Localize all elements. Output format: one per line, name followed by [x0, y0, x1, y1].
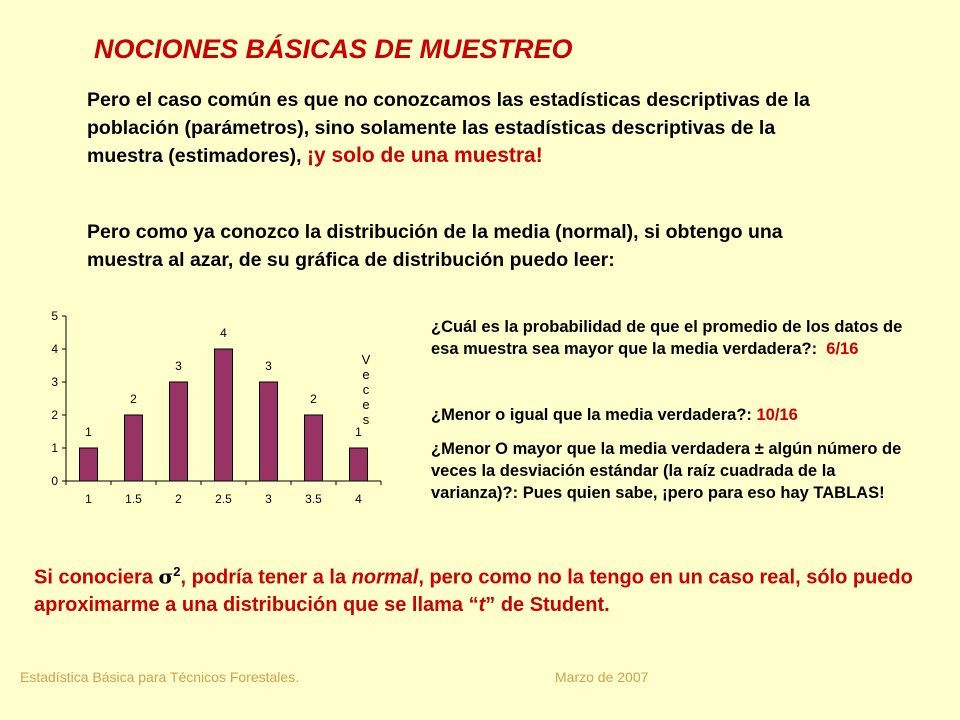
- y-tick-label: 5: [51, 309, 58, 323]
- tablas-word: TABLAS: [813, 484, 880, 502]
- answer-less-equal: 10/16: [756, 406, 798, 424]
- chart-data-labels: 1 2 3 4 3 2 1: [85, 326, 362, 439]
- question-less-equal-text: ¿Menor o igual que la media verdadera?:: [431, 406, 752, 424]
- question-greater: ¿Cuál es la probabilidad de que el prome…: [431, 316, 921, 360]
- chart-bars: [79, 348, 368, 482]
- x-tick-label: 3: [265, 492, 272, 506]
- bar-1.5: [124, 414, 143, 482]
- y-tick-label: 4: [51, 342, 58, 356]
- student-t-paragraph: Si conociera σ2, podría tener a la norma…: [34, 558, 914, 619]
- data-label: 2: [130, 392, 137, 406]
- normal-word: normal: [351, 566, 419, 589]
- x-tick-label: 2: [175, 492, 182, 506]
- footer-date: Marzo de 2007: [555, 669, 649, 685]
- y-tick-label: 3: [51, 375, 58, 389]
- data-label: 3: [265, 359, 272, 373]
- intro-paragraph: Pero el caso común es que no conozcamos …: [87, 86, 847, 170]
- y-tick-label: 1: [51, 441, 58, 455]
- data-label: 3: [175, 359, 182, 373]
- student-text-2: , podría tener a la: [180, 566, 352, 589]
- y-tick-label: 0: [51, 474, 58, 488]
- student-text-3: , pero como no la tengo en un caso real,…: [34, 566, 913, 616]
- slide-title: NOCIONES BÁSICAS DE MUESTREO: [94, 34, 573, 64]
- question-std-dev-text: ¿Menor O mayor que la media verdadera ± …: [431, 440, 902, 502]
- bar-1: [79, 447, 98, 482]
- student-text-1: Si conociera: [34, 566, 159, 589]
- x-tick-label: 1.5: [125, 492, 142, 506]
- bar-2: [169, 381, 188, 482]
- bar-2.5: [214, 348, 233, 482]
- question-greater-text: ¿Cuál es la probabilidad de que el prome…: [431, 318, 903, 358]
- bar-3.5: [304, 414, 323, 482]
- intro-text: Pero el caso común es que no conozcamos …: [87, 89, 810, 167]
- data-label: 2: [310, 392, 317, 406]
- bar-3: [259, 381, 278, 482]
- chart-tick-labels: 0 1 2 3 4 5 1 1.5 2 2.5 3 3.5 4: [51, 309, 362, 506]
- x-tick-label: 4: [355, 492, 362, 506]
- data-label: 1: [85, 425, 92, 439]
- footer-course: Estadística Básica para Técnicos Foresta…: [20, 669, 300, 685]
- t-letter: t: [478, 593, 486, 616]
- intro-emphasis: ¡y solo de una muestra!: [307, 144, 543, 167]
- y-tick-label: 2: [51, 408, 58, 422]
- data-label: 1: [355, 425, 362, 439]
- sigma-symbol: σ: [158, 564, 174, 589]
- data-label: 4: [220, 326, 227, 340]
- question-std-dev: ¿Menor O mayor que la media verdadera ± …: [431, 438, 921, 504]
- x-tick-label: 2.5: [215, 492, 232, 506]
- sigma-exponent: 2: [173, 564, 181, 579]
- question-std-dev-end: !: [879, 484, 885, 502]
- distribution-paragraph: Pero como ya conozco la distribución de …: [87, 221, 783, 271]
- student-text-4: ” de Student.: [485, 593, 610, 616]
- question-less-equal: ¿Menor o igual que la media verdadera?: …: [431, 404, 921, 426]
- bar-4: [349, 447, 368, 482]
- x-tick-label: 3.5: [305, 492, 322, 506]
- answer-greater: 6/16: [826, 340, 859, 358]
- x-tick-label: 1: [85, 492, 92, 506]
